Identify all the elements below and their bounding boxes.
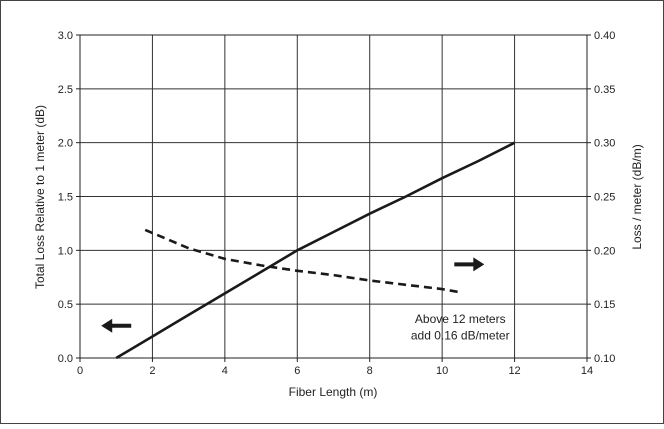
y-tick-labels: 0.0 0.5 1.0 1.5 2.0 2.5 3.0 [58, 30, 80, 365]
y2-tick-label: 0.30 [594, 138, 615, 150]
arrows [101, 257, 485, 333]
y2-tick-label: 0.20 [594, 245, 615, 257]
annotation-text: add 0.16 dB/meter [411, 328, 510, 342]
y2-tick-label: 0.35 [594, 84, 615, 96]
series-group [115, 141, 516, 360]
y-tick-label: 2.0 [58, 138, 73, 150]
arrow-right-icon [454, 257, 485, 272]
x-tick-label: 8 [367, 365, 373, 377]
y-tick-label: 0.0 [58, 353, 73, 365]
annotation-text: Above 12 meters [415, 312, 506, 326]
x-tick-labels: 0 2 4 6 8 10 12 14 [77, 358, 593, 377]
x-axis-label: Fiber Length (m) [289, 385, 378, 399]
x-tick-label: 14 [581, 365, 593, 377]
y-tick-label: 1.0 [58, 245, 73, 257]
y2-tick-label: 0.40 [594, 30, 615, 42]
x-tick-label: 12 [508, 365, 520, 377]
series-line-total-loss [115, 141, 516, 360]
x-tick-label: 0 [77, 365, 83, 377]
y2-axis-label: Loss / meter (dB/m) [630, 144, 644, 249]
y2-tick-label: 0.10 [594, 353, 615, 365]
y2-tick-label: 0.25 [594, 192, 615, 204]
arrow-left-icon [101, 318, 132, 333]
x-tick-label: 10 [436, 365, 448, 377]
y2-tick-labels: 0.10 0.15 0.20 0.25 0.30 0.35 0.40 [587, 30, 615, 365]
y-tick-label: 2.5 [58, 84, 73, 96]
annotations: Above 12 meters add 0.16 dB/meter [411, 312, 510, 342]
x-tick-label: 2 [149, 365, 155, 377]
x-tick-label: 6 [294, 365, 300, 377]
grid [79, 34, 588, 359]
series-line-loss-per-meter [144, 228, 461, 294]
y-axis-label: Total Loss Relative to 1 meter (dB) [33, 105, 47, 289]
y-tick-label: 3.0 [58, 30, 73, 42]
y-tick-label: 0.5 [58, 299, 73, 311]
x-tick-label: 4 [222, 365, 228, 377]
y2-tick-label: 0.15 [594, 299, 615, 311]
y-tick-label: 1.5 [58, 192, 73, 204]
